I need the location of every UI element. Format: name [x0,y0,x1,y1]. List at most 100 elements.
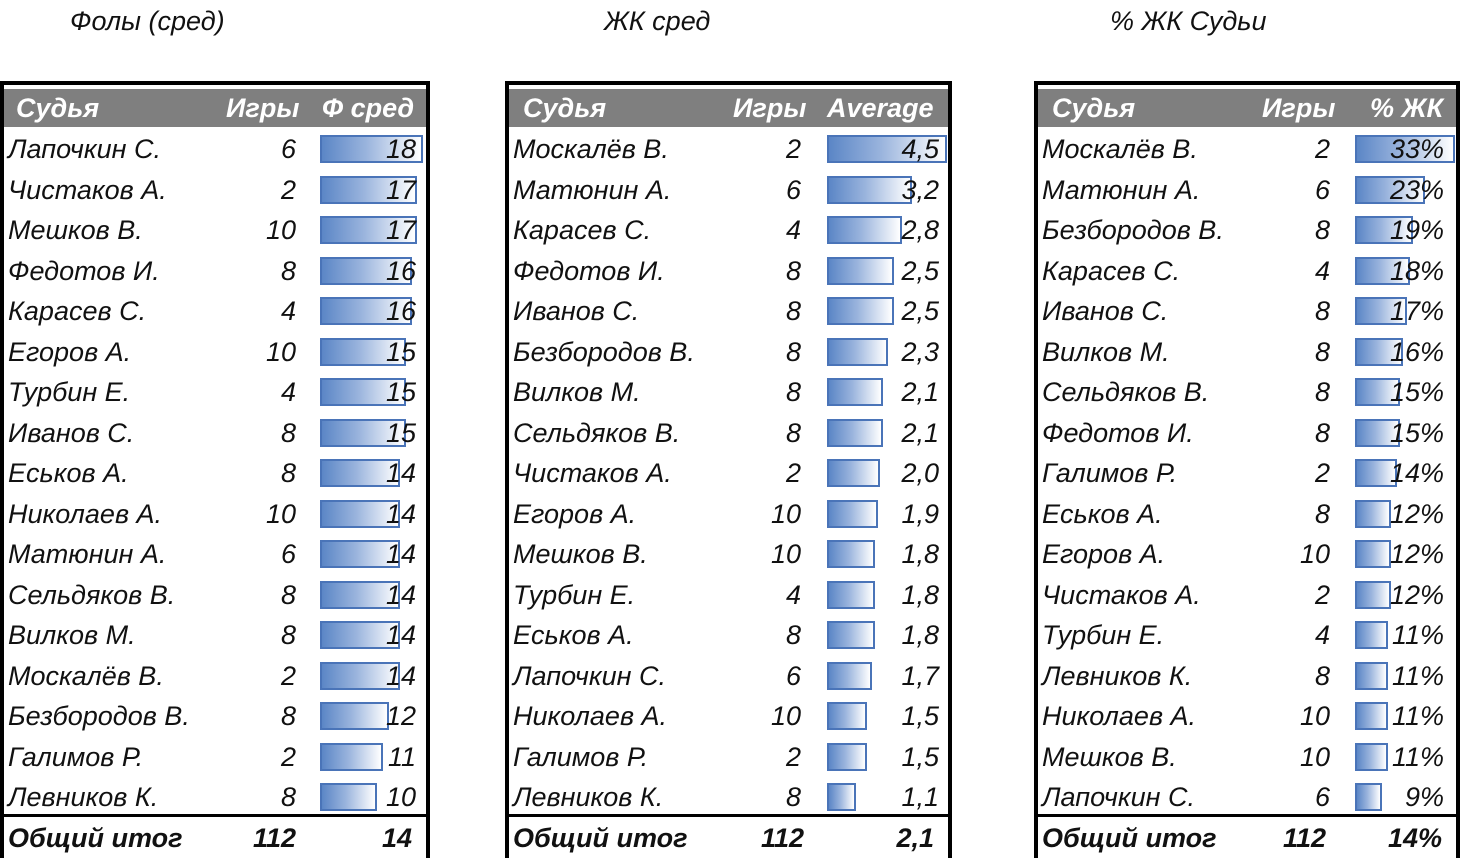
header-games: Игры [733,93,807,123]
games-count: 10 [265,336,296,367]
table-row: Карасев С. 4 2,8 [509,210,948,251]
judge-name: Карасев С. [513,215,652,245]
data-bar [320,418,406,447]
table-row: Егоров А. 10 15 [4,332,426,373]
table-row: Москалёв В. 2 4,5 [509,129,948,170]
judge-name: Иванов С. [8,417,135,448]
judge-name: Лапочкин С. [1042,782,1195,812]
judge-name: Чистаков А. [8,174,167,205]
games-count: 6 [1314,174,1330,205]
table-row: Федотов И. 8 16 [4,251,426,292]
value-label: 12% [1389,498,1444,529]
judge-name: Чистаков А. [1042,579,1201,610]
data-bar [1355,540,1392,568]
header-value: Average [827,93,934,123]
table-row: Левников К. 8 10 [4,777,426,818]
value-label: 18 [385,134,416,164]
games-count: 2 [1314,579,1330,610]
value-label: 16 [385,296,416,326]
value-label: 18% [1389,255,1444,286]
header-games: Игры [1262,93,1336,123]
table-row: Карасев С. 4 16 [4,291,426,332]
value-label: 1,8 [901,579,939,610]
judge-name: Матюнин А. [8,539,167,569]
table-row: Матюнин А. 6 14 [4,534,426,575]
value-label: 16 [385,255,416,286]
data-bar [320,337,406,366]
value-label: 1,5 [901,741,939,772]
games-count: 10 [770,701,801,731]
data-bar [320,256,412,285]
data-bar [1355,742,1389,771]
value-label: 23% [1389,174,1444,205]
value-label: 17 [385,174,416,205]
judge-name: Федотов И. [8,255,160,286]
judge-name: Левников К. [513,782,664,812]
table-row: Турбин Е. 4 11% [1038,615,1456,656]
data-bar [1355,256,1410,285]
games-count: 8 [280,701,296,731]
panel-1-title: Фолы (сред) [70,6,225,36]
games-count: 2 [785,458,801,488]
data-bar [1355,378,1401,406]
table-row: Вилков М. 8 14 [4,615,426,656]
data-bar [827,297,894,325]
data-bar [1355,216,1413,244]
table-row: Мешков В. 10 1,8 [509,534,948,575]
games-count: 8 [1314,215,1330,245]
games-count: 8 [785,336,801,367]
total-value: 14% [1387,823,1442,853]
games-count: 8 [785,296,801,326]
table-row: Безбородов В. 8 19% [1038,210,1456,251]
data-bar [1355,459,1398,487]
games-count: 10 [1299,539,1330,569]
games-count: 8 [1314,417,1330,448]
value-label: 1,1 [901,782,939,812]
judge-name: Галимов Р. [8,741,144,772]
value-label: 2,0 [901,458,939,488]
table-row: Левников К. 8 11% [1038,656,1456,697]
data-bar [827,742,867,771]
header-value: % ЖК [1370,93,1444,123]
data-bar [320,297,412,325]
table-row: Карасев С. 4 18% [1038,251,1456,292]
table-row: Москалёв В. 2 33% [1038,129,1456,170]
judge-name: Безбородов В. [513,336,695,367]
judge-name: Лапочкин С. [8,134,161,164]
judge-name: Галимов Р. [513,741,649,772]
games-count: 8 [1314,377,1330,407]
table-row: Иванов С. 8 2,5 [509,291,948,332]
data-bar [320,499,401,528]
value-label: 1,5 [901,701,939,731]
judge-name: Вилков М. [8,620,136,650]
data-bar [1355,135,1455,163]
yellow-card-percent-table: Судья Игры % ЖК Москалёв В. 2 33% Матюнин А… [1034,81,1460,858]
value-label: 17 [385,215,416,245]
judge-name: Сельдяков В. [1042,377,1210,407]
table-row: Турбин Е. 4 15 [4,372,426,413]
value-label: 19% [1389,215,1444,245]
header-games: Игры [226,93,300,123]
games-count: 8 [785,255,801,286]
header-judge: Судья [16,93,100,123]
games-count: 4 [280,377,296,407]
table-row: Сельдяков В. 8 15% [1038,372,1456,413]
data-bar [1355,783,1383,811]
games-count: 4 [785,579,801,610]
judge-name: Матюнин А. [513,174,672,205]
data-bar [320,175,418,204]
table-row: Матюнин А. 6 23% [1038,170,1456,211]
table-row: Иванов С. 8 17% [1038,291,1456,332]
data-bar [320,216,418,244]
table-row: Вилков М. 8 2,1 [509,372,948,413]
value-label: 1,7 [901,660,939,691]
table-row: Безбородов В. 8 2,3 [509,332,948,373]
games-count: 8 [785,620,801,650]
table-row: Лапочкин С. 6 1,7 [509,656,948,697]
value-label: 2,5 [901,296,939,326]
table-row: Николаев А. 10 11% [1038,696,1456,737]
games-count: 8 [1314,336,1330,367]
table-row: Егоров А. 10 1,9 [509,494,948,535]
judge-name: Безбородов В. [1042,215,1224,245]
data-bar [1355,337,1404,366]
